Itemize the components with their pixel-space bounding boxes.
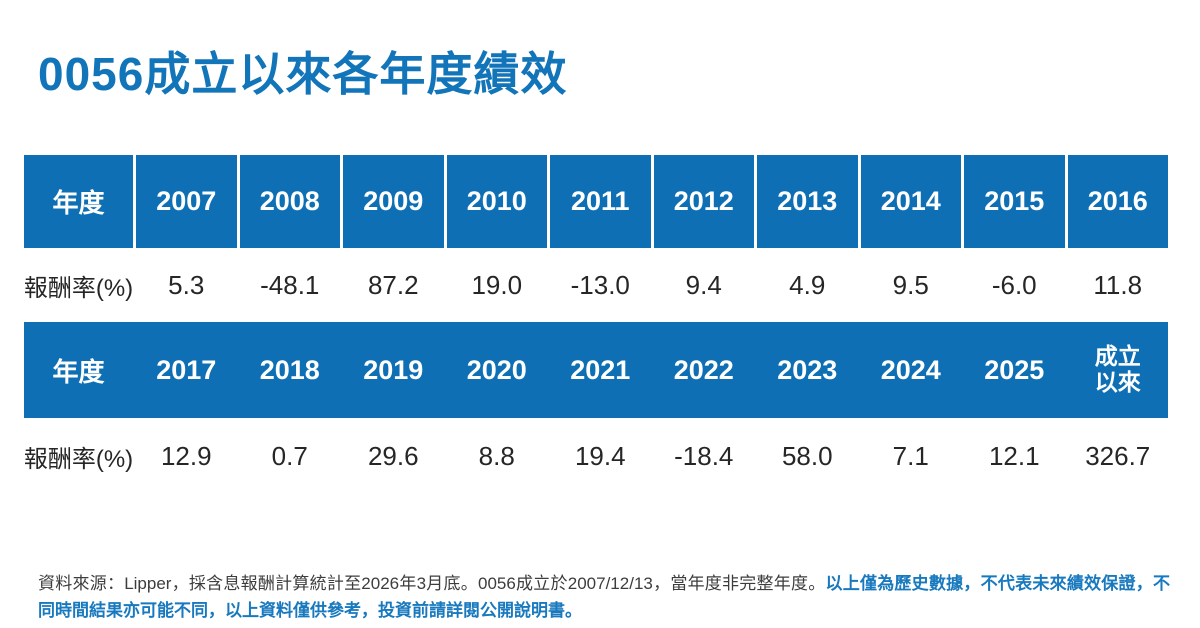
return-value-cell: 19.0 — [471, 269, 523, 300]
return-value-cell: 5.3 — [168, 269, 205, 300]
return-value-cell: 58.0 — [781, 440, 833, 471]
table-header-row-2017-founding: 年度 2017 2018 2019 2020 2021 2022 2023 20… — [24, 322, 1168, 418]
year-row-label: 年度 — [24, 322, 133, 418]
year-header-cell: 2014 — [860, 155, 961, 248]
return-row-label: 報酬率(%) — [23, 274, 134, 302]
page-title: 0056成立以來各年度績效 — [38, 48, 568, 100]
year-header-cell: 2008 — [239, 155, 340, 248]
return-value-cell: -13.0 — [570, 269, 630, 300]
year-header-cell: 2021 — [550, 322, 651, 418]
return-value-cell: 12.1 — [988, 440, 1040, 471]
footnote-source-text: 資料來源：Lipper，採含息報酬計算統計至2026年3月底。0056成立於20… — [38, 574, 826, 593]
return-value-cell: 29.6 — [367, 440, 419, 471]
year-header-cell: 2011 — [550, 155, 651, 248]
year-header-cell: 2025 — [964, 322, 1065, 418]
return-value-cell: 4.9 — [789, 269, 826, 300]
return-value-cell: -6.0 — [991, 269, 1037, 300]
year-header-cell: 2007 — [136, 155, 237, 248]
year-header-cell: 2024 — [860, 322, 961, 418]
year-header-cell: 2018 — [239, 322, 340, 418]
return-value-cell: -18.4 — [674, 440, 734, 471]
return-value-cell: 19.4 — [574, 440, 626, 471]
return-value-cell: 9.4 — [685, 269, 722, 300]
since-inception-value-cell: 326.7 — [1085, 440, 1151, 471]
return-value-cell: 87.2 — [367, 269, 419, 300]
performance-table: 年度 2007 2008 2009 2010 2011 2012 2013 20… — [24, 155, 1168, 494]
year-header-cell: 2013 — [757, 155, 858, 248]
return-value-cell: 9.5 — [892, 269, 929, 300]
year-header-cell: 2019 — [343, 322, 444, 418]
footnote-disclaimer-text: 以上僅為歷史數據，不代表未來績效保證，不同時間結果亦可能不同，以上資料僅供參考，… — [38, 574, 1171, 620]
footnote: 資料來源：Lipper，採含息報酬計算統計至2026年3月底。0056成立於20… — [38, 570, 1170, 624]
since-inception-header-cell: 成立以來 — [1067, 322, 1168, 418]
return-value-cell: 0.7 — [271, 440, 308, 471]
year-header-cell: 2023 — [757, 322, 858, 418]
table-values-row-2007-2016: 報酬率(%) 5.3 -48.1 87.2 19.0 -13.0 9.4 4.9… — [24, 248, 1168, 322]
year-header-cell: 2016 — [1067, 155, 1168, 248]
return-value-cell: 11.8 — [1093, 269, 1143, 300]
year-row-label: 年度 — [24, 155, 133, 248]
since-inception-label: 成立以來 — [1094, 343, 1141, 395]
return-value-cell: -48.1 — [260, 269, 320, 300]
year-header-cell: 2020 — [446, 322, 547, 418]
table-values-row-2017-founding: 報酬率(%) 12.9 0.7 29.6 8.8 19.4 -18.4 58.0… — [24, 418, 1168, 494]
year-header-cell: 2009 — [343, 155, 444, 248]
year-header-cell: 2010 — [446, 155, 547, 248]
year-header-cell: 2017 — [136, 322, 237, 418]
year-header-cell: 2022 — [653, 322, 754, 418]
year-header-cell: 2015 — [964, 155, 1065, 248]
return-row-label: 報酬率(%) — [23, 445, 134, 473]
return-value-cell: 8.8 — [478, 440, 515, 471]
table-header-row-2007-2016: 年度 2007 2008 2009 2010 2011 2012 2013 20… — [24, 155, 1168, 248]
year-header-cell: 2012 — [653, 155, 754, 248]
return-value-cell: 12.9 — [160, 440, 212, 471]
return-value-cell: 7.1 — [892, 440, 929, 471]
